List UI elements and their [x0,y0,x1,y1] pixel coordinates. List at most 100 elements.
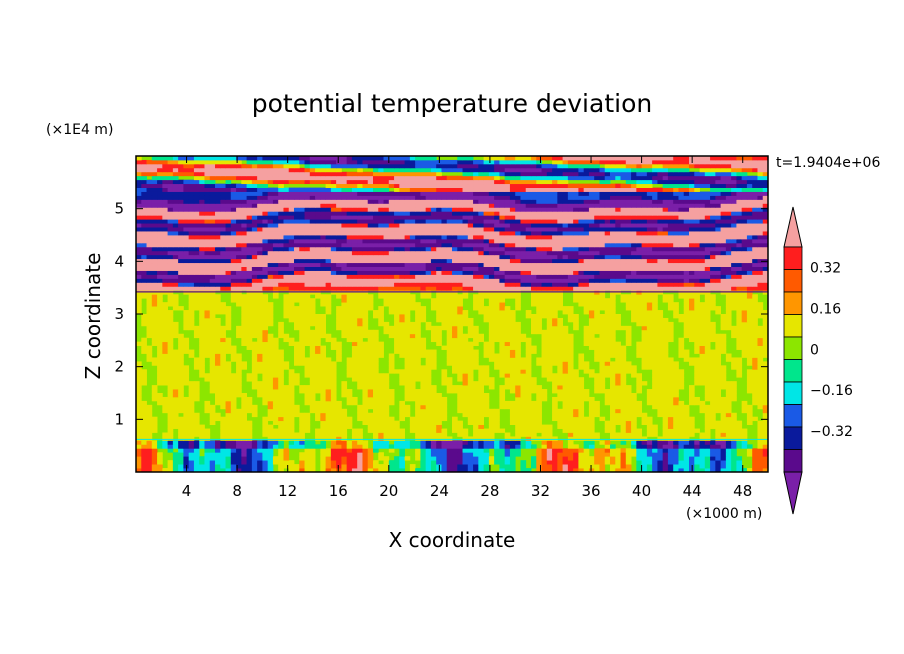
contour-cell [599,329,606,335]
contour-cell [373,369,379,374]
contour-cell [136,385,142,390]
contour-cell [683,349,690,354]
contour-cell [631,274,637,279]
contour-cell [604,361,611,366]
contour-cell [741,408,748,414]
contour-cell [483,349,490,354]
contour-cell [425,393,432,398]
contour-cell [641,345,648,350]
contour-cell [620,278,627,283]
contour-cell [304,333,311,339]
contour-cell [278,270,284,275]
contour-cell [193,325,200,331]
contour-cell [573,408,579,414]
contour-cell [262,432,269,437]
contour-cell [488,460,495,465]
contour-cell [631,440,637,445]
contour-cell [330,424,337,429]
contour-cell [573,468,579,473]
contour-cell [704,294,711,299]
contour-cell [136,381,142,386]
contour-cell [483,396,490,402]
contour-cell [483,262,490,267]
contour-cell [467,408,474,414]
contour-cell [241,456,247,461]
contour-cell [288,420,295,425]
contour-cell [567,266,574,271]
contour-cell [236,416,242,422]
contour-cell [673,381,679,386]
contour-cell [536,302,542,307]
contour-cell [699,270,706,275]
contour-cell [557,345,563,350]
contour-cell [636,468,642,473]
contour-cell [741,321,748,327]
contour-cell [272,282,279,287]
contour-cell [146,262,153,267]
contour-cell [183,274,190,279]
contour-cell [567,286,574,291]
contour-cell [272,460,279,465]
contour-cell [436,432,442,437]
contour-cell [225,404,232,410]
contour-cell [557,464,563,469]
contour-cell [420,440,427,445]
contour-cell [446,262,453,267]
contour-cell [209,337,216,343]
contour-cell [573,436,579,441]
contour-cell [204,302,211,307]
contour-cell [162,369,168,374]
contour-cell [520,400,527,406]
contour-cell [425,396,432,402]
contour-cell [304,456,311,461]
contour-cell [362,404,369,410]
contour-cell [399,266,405,271]
contour-cell [452,274,458,279]
contour-cell [157,400,163,406]
contour-cell [752,341,758,346]
contour-cell [373,262,379,267]
contour-cell [583,452,590,457]
contour-cell [315,333,321,339]
contour-cell [746,420,753,425]
contour-cell [172,361,179,366]
contour-cell [667,432,674,437]
contour-cell [704,361,711,366]
contour-cell [631,317,637,323]
contour-cell [409,321,416,327]
contour-cell [746,266,753,271]
contour-cell [404,440,411,445]
contour-cell [536,424,542,429]
contour-cell [631,420,637,425]
contour-cell [309,314,316,319]
contour-cell [710,337,716,343]
contour-cell [357,274,363,279]
contour-cell [346,329,353,335]
contour-cell [262,329,269,335]
contour-cell [272,396,279,402]
contour-cell [167,337,174,343]
contour-cell [215,278,221,283]
contour-cell [199,353,205,358]
contour-cell [251,349,258,354]
contour-cell [610,306,616,311]
contour-cell [336,460,342,465]
contour-cell [699,448,706,453]
contour-cell [604,262,611,267]
contour-cell [483,428,490,433]
contour-cell [215,349,221,354]
contour-cell [336,310,342,315]
contour-cell [610,349,616,354]
contour-cell [394,302,400,307]
contour-cell [483,317,490,323]
contour-cell [204,321,211,327]
contour-cell [720,377,727,382]
contour-cell [704,270,711,275]
contour-cell [351,314,358,319]
contour-cell [294,464,300,469]
contour-cell [636,282,642,287]
contour-cell [151,333,158,339]
contour-cell [694,345,700,350]
contour-cell [457,345,463,350]
contour-cell [741,302,748,307]
